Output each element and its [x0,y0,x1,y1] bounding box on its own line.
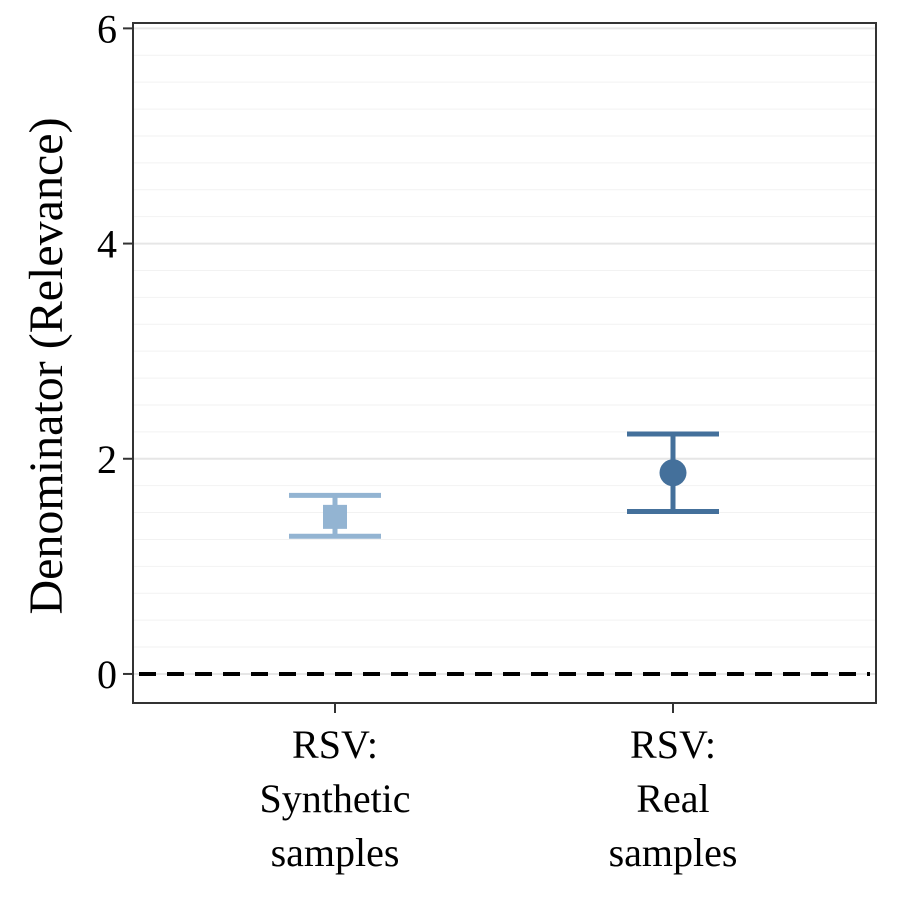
data-point-square [323,504,347,529]
y-tick-label: 2 [97,437,117,482]
y-tick-label: 0 [97,652,117,697]
y-axis-title: Denominator (Relevance) [20,117,73,614]
panel-border [132,22,877,704]
x-tick-label: RSV: Real samples [609,722,738,875]
x-axis: RSV: Synthetic samples RSV: Real samples [259,703,737,875]
plot-area [132,22,877,704]
y-tick-label: 4 [97,222,117,267]
panel-background [133,23,876,703]
data-point-circle [659,459,687,487]
errorbar-group [289,492,381,539]
errorbar-group [627,431,719,514]
y-tick-label: 6 [97,6,117,51]
x-tick-label: RSV: Synthetic samples [259,722,410,875]
y-axis: 0 2 4 6 [97,6,133,697]
